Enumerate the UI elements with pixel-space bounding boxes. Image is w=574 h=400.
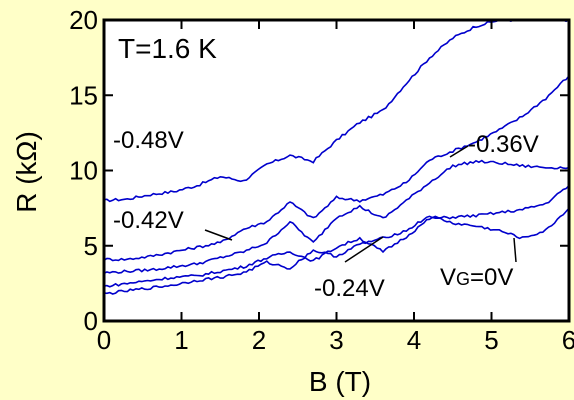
leader-vg-042 — [204, 229, 233, 241]
x-tick-label: 1 — [174, 325, 188, 355]
x-tick-label: 0 — [97, 325, 111, 355]
label-vg-024: -0.24V — [314, 275, 385, 302]
label-vg-048: -0.48V — [113, 127, 184, 154]
y-tick-label: 15 — [69, 80, 98, 110]
label-vg-042: -0.42V — [113, 207, 184, 234]
label-vg-0-suffix: =0V — [470, 264, 513, 291]
label-vg-0-sub: G — [456, 269, 470, 289]
label-vg-036: -0.36V — [468, 131, 539, 158]
series-line-vg-0 — [103, 207, 570, 295]
y-tick-label: 20 — [69, 5, 98, 35]
y-tick-label: 5 — [84, 231, 98, 261]
x-axis-title: B (T) — [309, 366, 371, 397]
y-axis-title: R (kΩ) — [11, 131, 42, 213]
label-vg-0-prefix: V — [440, 264, 456, 291]
y-tick-label: 10 — [69, 156, 98, 186]
plot-background — [104, 20, 569, 321]
leader-vg-0 — [513, 237, 517, 263]
series-line-vg-024 — [103, 184, 570, 288]
x-tick-label: 3 — [329, 325, 343, 355]
x-tick-label: 5 — [484, 325, 498, 355]
x-tick-label: 6 — [562, 325, 574, 355]
x-tick-label: 4 — [407, 325, 421, 355]
label-vg-0: VG=0V — [440, 264, 513, 291]
x-tick-label: 2 — [252, 325, 266, 355]
temperature-label: T=1.6 K — [118, 33, 217, 64]
y-tick-label: 0 — [84, 306, 98, 336]
series-line-vg-036 — [103, 159, 570, 274]
series-line-vg-042 — [103, 75, 570, 262]
leader-vg-036 — [449, 145, 469, 158]
leader-vg-024 — [344, 236, 384, 263]
ticks-group — [103, 19, 570, 322]
tick-labels-group: 0 1 2 3 4 5 6 0 5 10 15 20 — [69, 5, 574, 355]
